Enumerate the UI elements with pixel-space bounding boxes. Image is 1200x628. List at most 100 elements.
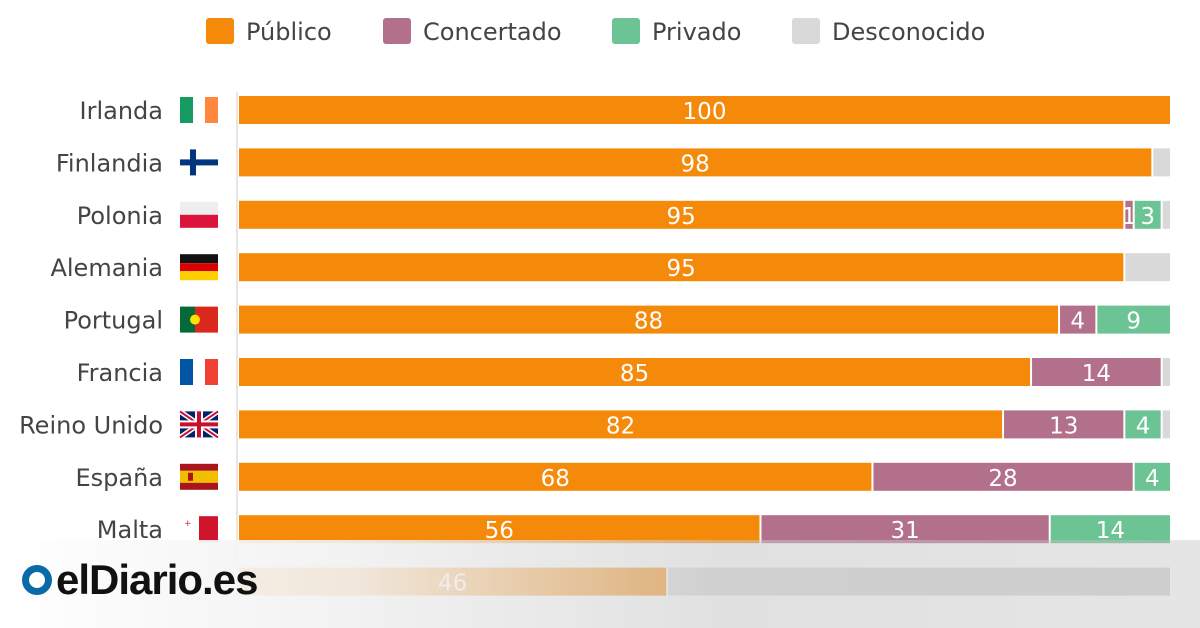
country-label: España [75,464,163,492]
flag-part: + [184,519,192,529]
malta-flag: + [180,516,218,543]
bar-segment-público [239,148,1152,177]
data-label: 68 [541,466,570,492]
legend-swatch-2 [612,18,640,44]
finland-flag [180,149,218,176]
bar-segment-desconocido [1162,358,1170,386]
flag-part [180,271,218,281]
country-label: Francia [77,359,163,387]
bar-segment-desconocido [1153,148,1170,177]
data-label: 3 [1140,204,1155,230]
data-label: 95 [667,256,696,282]
bar-segment-público [239,253,1124,282]
data-label: 82 [606,413,635,439]
france-flag [180,359,218,385]
legend-swatch-1 [383,18,411,44]
bar-segment-público [239,96,1170,124]
data-label: 13 [1049,413,1078,439]
data-label: 95 [667,204,696,230]
bar-segment-privado [1050,515,1170,544]
footer-overlay [0,540,1200,628]
flag-part [180,470,218,483]
uk-flag [178,409,220,440]
data-label: 4 [1070,309,1085,335]
flag-part [195,306,218,333]
flag-part [180,422,218,427]
flag-part [180,516,199,543]
country-label: Malta [97,516,163,544]
flag-part [199,516,218,543]
eldiario-logo: elDiario.es [22,556,258,604]
bar-segment-privado [1097,305,1170,334]
data-label: 9 [1126,309,1141,335]
bar-segment-público [239,515,760,544]
flag-part [180,159,218,166]
flag-part [180,254,218,264]
flag-part [190,149,196,176]
bar-segment-privado [1134,200,1161,229]
bar-segment-desconocido [1162,200,1170,229]
flag-part [205,359,218,385]
bar-segment-concertado [1032,358,1161,386]
country-label: Irlanda [80,97,163,125]
bar-segment-privado [1125,410,1161,439]
data-label: 28 [988,466,1017,492]
data-label: 14 [1096,518,1125,544]
bar-segment-concertado [1060,305,1096,334]
bar-segment-privado [1134,462,1170,491]
bar-segment-público [239,410,1003,439]
legend-label: Desconocido [832,18,985,46]
logo-text: elDiario.es [56,556,258,603]
portugal-flag [180,306,218,333]
data-label: 1 [1122,204,1137,230]
data-label: 56 [485,518,514,544]
poland-flag [180,201,218,228]
country-label: Portugal [64,307,163,335]
bar-segment-concertado [1004,410,1124,439]
flag-part [180,482,218,490]
country-label: Reino Unido [19,411,163,439]
ireland-flag [180,97,218,123]
flag-part [180,97,193,123]
legend-label: Público [246,18,332,46]
flag-part [193,97,205,123]
legend-swatch-3 [792,18,820,44]
bar-segment-concertado [873,462,1133,491]
legend-label: Concertado [423,18,562,46]
flag-part [188,472,193,481]
bar-segment-concertado [761,515,1049,544]
bar-segment-desconocido [1125,253,1170,282]
flag-part [180,359,193,385]
flag-part [180,201,218,215]
germany-flag [180,254,218,281]
bar-segment-público [239,358,1031,386]
flag-part [193,359,205,385]
data-label: 14 [1082,361,1111,387]
country-label: Alemania [50,254,163,282]
bar-segment-público [239,305,1059,334]
flag-part [180,263,218,272]
data-label: 31 [890,518,919,544]
data-label: 85 [620,361,649,387]
flag-part [180,214,218,228]
bar-segment-desconocido [1162,410,1170,439]
legend-label: Privado [652,18,741,46]
data-label: 4 [1145,466,1160,492]
spain-flag [180,463,218,490]
flag-part [180,463,218,471]
data-label: 88 [634,309,663,335]
flag-part [180,306,195,333]
country-label: Polonia [77,202,163,230]
bar-segment-público [239,462,872,491]
flag-part [205,97,218,123]
flag-part [190,314,200,325]
country-label: Finlandia [56,149,163,177]
data-label: 100 [683,99,727,125]
legend-swatch-0 [206,18,234,44]
bar-segment-público [239,200,1124,229]
data-label: 4 [1136,413,1151,439]
data-label: 98 [681,151,710,177]
bar-segment-concertado [1125,200,1133,229]
logo-mark-icon [22,565,52,595]
